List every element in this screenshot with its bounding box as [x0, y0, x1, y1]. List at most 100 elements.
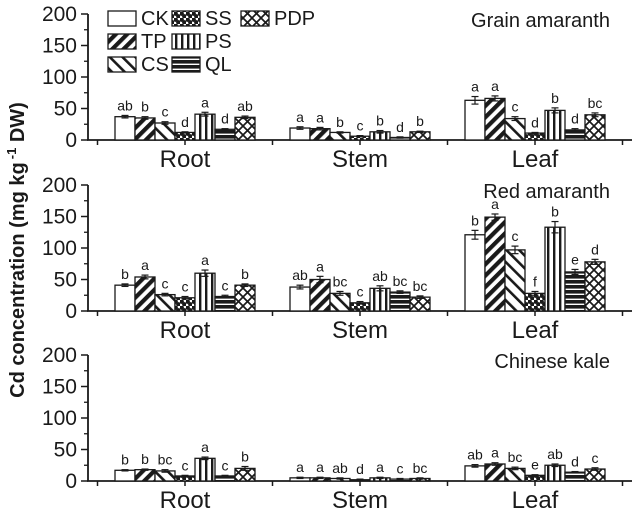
group-label-leaf: Leaf — [512, 317, 559, 344]
bar-grain-amaranth-root-cs — [154, 122, 176, 141]
bar-red-amaranth-stem-cs — [329, 292, 351, 312]
bar-red-amaranth-root-ql — [214, 295, 236, 312]
bar-grain-amaranth-root-ck — [114, 116, 136, 141]
bar-grain-amaranth-leaf-ck — [464, 99, 486, 141]
sig-letter: bc — [158, 452, 173, 468]
bar-chinese-kale-leaf-ck — [464, 465, 486, 482]
sig-letter: b — [551, 204, 559, 220]
sig-letter: b — [416, 113, 424, 129]
bar-red-amaranth-root-cs — [154, 293, 176, 312]
legend-label-ck: CK — [141, 8, 169, 30]
sig-letter: ab — [237, 98, 253, 114]
bar-red-amaranth-stem-tp — [309, 278, 331, 312]
sig-letter: c — [357, 118, 364, 134]
bar-red-amaranth-stem-ps — [369, 287, 391, 312]
sig-letter: d — [571, 111, 579, 127]
sig-letter: a — [201, 252, 209, 268]
sig-letter: ab — [332, 460, 348, 476]
bar-red-amaranth-stem-pdp — [409, 296, 431, 312]
sig-letter: f — [533, 273, 537, 289]
sig-letter: a — [316, 109, 324, 125]
bar-chinese-kale-leaf-tp — [484, 463, 506, 482]
sig-letter: c — [512, 228, 519, 244]
sig-letter: c — [512, 99, 519, 115]
y-tick-label: 150 — [42, 206, 77, 229]
group-label-leaf: Leaf — [512, 487, 559, 511]
sig-letter: c — [162, 104, 169, 120]
sig-letter: d — [531, 114, 539, 130]
sig-letter: b — [141, 99, 149, 115]
sig-letter: a — [471, 79, 479, 95]
sig-letter: d — [396, 119, 404, 135]
sig-letter: bc — [588, 95, 603, 111]
group-label-stem: Stem — [332, 317, 388, 344]
y-tick-label: 50 — [54, 439, 77, 462]
bar-red-amaranth-leaf-ss — [524, 292, 546, 312]
sig-letter: a — [316, 258, 324, 274]
legend-label-pdp: PDP — [274, 8, 315, 30]
sig-letter: e — [531, 457, 539, 473]
bar-red-amaranth-root-ss — [174, 297, 196, 312]
bar-grain-amaranth-root-tp — [134, 117, 156, 141]
sig-letter: b — [551, 90, 559, 106]
bar-chinese-kale-root-ck — [114, 469, 136, 482]
y-tick-label: 0 — [65, 470, 77, 493]
legend-label-tp: TP — [141, 31, 167, 53]
sig-letter: a — [491, 78, 499, 94]
bar-grain-amaranth-root-ql — [214, 128, 236, 141]
panel-title-red-amaranth: Red amaranth — [483, 181, 610, 203]
sig-letter: bc — [508, 449, 523, 465]
bar-grain-amaranth-root-pdp — [234, 116, 256, 141]
sig-letter: c — [162, 275, 169, 291]
legend-label-ql: QL — [205, 54, 232, 76]
group-label-stem: Stem — [332, 487, 388, 511]
y-tick-label: 100 — [42, 237, 77, 260]
sig-letter: a — [376, 459, 384, 475]
group-label-root: Root — [160, 487, 211, 511]
bar-red-amaranth-root-pdp — [234, 284, 256, 312]
bar-chinese-kale-leaf-ps — [544, 464, 566, 482]
sig-letter: a — [296, 459, 304, 475]
bar-red-amaranth-leaf-ck — [464, 234, 486, 312]
bar-grain-amaranth-leaf-tp — [484, 97, 506, 141]
bar-chinese-kale-leaf-ql — [564, 471, 586, 482]
sig-letter: c — [357, 284, 364, 300]
bar-red-amaranth-leaf-cs — [504, 249, 526, 312]
legend-label-ps: PS — [205, 31, 232, 53]
sig-letter: c — [182, 279, 189, 295]
bar-chinese-kale-root-tp — [134, 469, 156, 482]
sig-letter: b — [121, 266, 129, 282]
panel-title-grain-amaranth: Grain amaranth — [471, 10, 610, 32]
bar-red-amaranth-leaf-ps — [544, 226, 566, 312]
sig-letter: b — [241, 449, 249, 465]
bar-grain-amaranth-leaf-pdp — [584, 114, 606, 141]
sig-letter: c — [222, 457, 229, 473]
sig-letter: e — [571, 251, 579, 267]
sig-letter: a — [141, 257, 149, 273]
sig-letter: b — [376, 113, 384, 129]
bar-grain-amaranth-root-ps — [194, 113, 216, 141]
legend-swatch-pdp — [240, 10, 270, 27]
bar-red-amaranth-root-ps — [194, 272, 216, 312]
sig-letter: bc — [413, 460, 428, 476]
sig-letter: a — [491, 445, 499, 461]
y-tick-label: 50 — [54, 98, 77, 121]
sig-letter: c — [182, 457, 189, 473]
sig-letter: c — [397, 460, 404, 476]
sig-letter: b — [141, 451, 149, 467]
group-label-root: Root — [160, 146, 211, 173]
y-tick-label: 0 — [65, 300, 77, 323]
group-label-root: Root — [160, 317, 211, 344]
y-tick-label: 100 — [42, 407, 77, 430]
sig-letter: ab — [547, 446, 563, 462]
sig-letter: bc — [333, 273, 348, 289]
y-tick-label: 200 — [42, 3, 77, 26]
sig-letter: c — [592, 450, 599, 466]
sig-letter: d — [571, 454, 579, 470]
bar-chinese-kale-leaf-cs — [504, 467, 526, 482]
y-tick-label: 150 — [42, 376, 77, 399]
legend-label-cs: CS — [141, 54, 169, 76]
